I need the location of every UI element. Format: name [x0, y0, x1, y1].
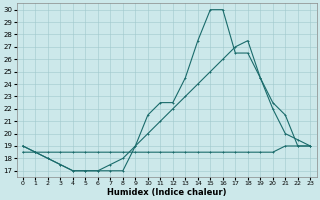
X-axis label: Humidex (Indice chaleur): Humidex (Indice chaleur)	[107, 188, 226, 197]
